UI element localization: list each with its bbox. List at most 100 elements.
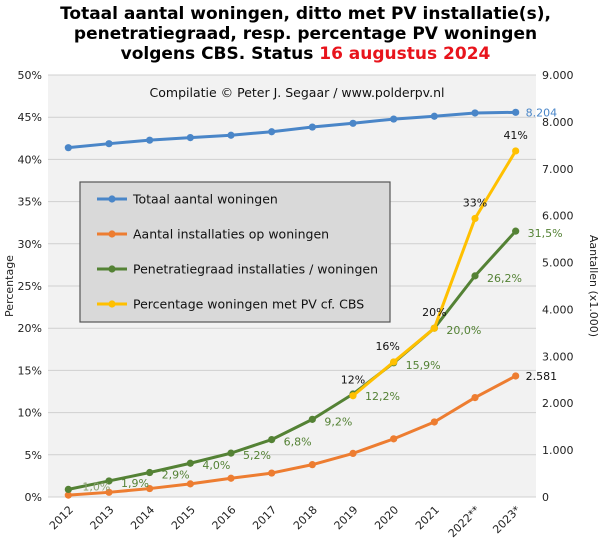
series-2-point-0 xyxy=(64,485,72,494)
y-left-tick-3: 15% xyxy=(18,364,42,377)
title-line-3-prefix: volgens CBS. Status xyxy=(120,44,320,64)
x-tick-1: 2013 xyxy=(88,503,117,532)
title-line-1: Totaal aantal woningen, ditto met PV ins… xyxy=(60,4,551,24)
series-2-label-3: 4,0% xyxy=(202,459,230,472)
series-3-point-8 xyxy=(390,358,398,366)
y-right-tick-8: 8.000 xyxy=(542,116,574,129)
y-right-tick-6: 6.000 xyxy=(542,210,574,223)
series-1-point-8 xyxy=(390,435,398,443)
legend-label-2: Penetratiegraad installaties / woningen xyxy=(133,262,378,277)
series-0-label-11: 8.204 xyxy=(526,106,558,119)
series-0-point-2 xyxy=(146,136,154,144)
series-line-1 xyxy=(68,374,517,497)
legend-label-1: Aantal installaties op woningen xyxy=(133,227,329,242)
y-right-tick-5: 5.000 xyxy=(542,257,574,270)
x-tick-10: 2022** xyxy=(446,503,483,540)
series-1-point-7 xyxy=(349,449,357,457)
legend-swatch-marker-1 xyxy=(108,230,116,238)
series-3-point-7 xyxy=(349,392,357,400)
series-2-label-0: 1,0% xyxy=(82,480,110,493)
series-2-point-3 xyxy=(186,459,194,467)
series-1-point-4 xyxy=(227,474,235,482)
series-0-point-6 xyxy=(308,123,316,131)
series-2-point-1 xyxy=(105,477,113,485)
y-left-tick-0: 0% xyxy=(25,491,42,504)
y-left-tick-1: 5% xyxy=(25,449,42,462)
title-date-highlight: 16 augustus 2024 xyxy=(319,44,491,64)
series-2-label-5: 6,8% xyxy=(284,436,312,449)
x-tick-9: 2021 xyxy=(413,503,442,532)
compilation-note: Compilatie © Peter J. Segaar / www.polde… xyxy=(150,85,445,100)
series-1-point-6 xyxy=(308,461,316,469)
title-line-2: penetratiegraad, resp. percentage PV won… xyxy=(73,24,538,44)
series-0-point-8 xyxy=(390,115,398,123)
series-3-label-8: 16% xyxy=(375,340,399,353)
series-2-point-2 xyxy=(146,468,154,477)
x-tick-7: 2019 xyxy=(332,503,361,532)
y-left-tick-5: 25% xyxy=(18,280,42,293)
series-2-label-4: 5,2% xyxy=(243,449,271,462)
series-0-point-5 xyxy=(268,128,276,136)
series-0-point-10 xyxy=(471,109,479,117)
series-0-point-4 xyxy=(227,131,235,139)
series-2-label-6: 9,2% xyxy=(324,415,352,428)
x-tick-5: 2017 xyxy=(250,503,279,532)
series-1-point-0 xyxy=(64,491,72,499)
legend-swatch-marker-3 xyxy=(108,300,116,308)
x-tick-2: 2014 xyxy=(128,503,157,532)
legend-label-3: Percentage woningen met PV cf. CBS xyxy=(133,297,364,312)
series-1-point-3 xyxy=(186,480,194,488)
series-2-point-6 xyxy=(308,415,316,423)
series-3-point-11 xyxy=(512,147,520,155)
title-line-3: volgens CBS. Status 16 augustus 2024 xyxy=(0,44,611,64)
y-right-tick-3: 3.000 xyxy=(542,350,574,363)
series-1-point-10 xyxy=(471,393,479,402)
y-left-tick-8: 40% xyxy=(18,153,42,166)
series-2-label-10: 26,2% xyxy=(487,272,522,285)
legend-box xyxy=(79,181,391,323)
series-2-point-11 xyxy=(512,227,520,235)
x-tick-6: 2018 xyxy=(291,503,320,532)
series-0-point-0 xyxy=(64,144,72,152)
x-tick-8: 2020 xyxy=(372,503,401,532)
series-3-point-10 xyxy=(471,214,479,223)
x-tick-4: 2016 xyxy=(210,503,239,532)
series-2-label-9: 20,0% xyxy=(446,324,481,337)
y-left-tick-6: 30% xyxy=(18,238,42,251)
series-3-label-7: 12% xyxy=(341,374,365,387)
series-0-point-3 xyxy=(186,133,194,142)
y-right-tick-7: 7.000 xyxy=(542,163,574,176)
legend-swatch-marker-2 xyxy=(108,265,116,273)
y-right-tick-0: 0 xyxy=(542,491,549,504)
series-0-point-1 xyxy=(105,140,113,148)
series-2-label-2: 2,9% xyxy=(162,469,190,482)
y-left-tick-2: 10% xyxy=(18,407,42,420)
series-1-point-11 xyxy=(512,372,520,380)
series-2-point-10 xyxy=(471,272,479,280)
y-right-tick-4: 4.000 xyxy=(542,303,574,316)
y-right-tick-1: 1.000 xyxy=(542,444,574,457)
x-tick-11: 2023* xyxy=(490,503,523,536)
y-left-tick-9: 45% xyxy=(18,111,42,124)
series-2-label-7: 12,2% xyxy=(365,390,400,403)
series-line-2 xyxy=(68,230,517,491)
x-tick-0: 2012 xyxy=(47,503,76,532)
series-1-label-11: 2.581 xyxy=(526,370,558,383)
series-1-point-1 xyxy=(105,488,113,496)
y-right-tick-2: 2.000 xyxy=(542,397,574,410)
series-0-point-9 xyxy=(430,112,438,120)
y-left-tick-7: 35% xyxy=(18,196,42,209)
series-0-point-11 xyxy=(512,108,520,116)
y-right-tick-9: 9.000 xyxy=(542,69,574,82)
y-left-axis-label: Percentage xyxy=(3,255,16,317)
chart-title: Totaal aantal woningen, ditto met PV ins… xyxy=(0,4,611,64)
series-1-point-2 xyxy=(146,484,154,493)
series-2-label-1: 1,9% xyxy=(121,477,149,490)
y-left-tick-10: 50% xyxy=(18,69,42,82)
series-2-point-5 xyxy=(268,436,276,444)
series-2-label-8: 15,9% xyxy=(406,359,441,372)
x-tick-3: 2015 xyxy=(169,503,198,532)
series-2-label-11: 31,5% xyxy=(528,227,563,240)
series-3-label-10: 33% xyxy=(463,196,487,209)
